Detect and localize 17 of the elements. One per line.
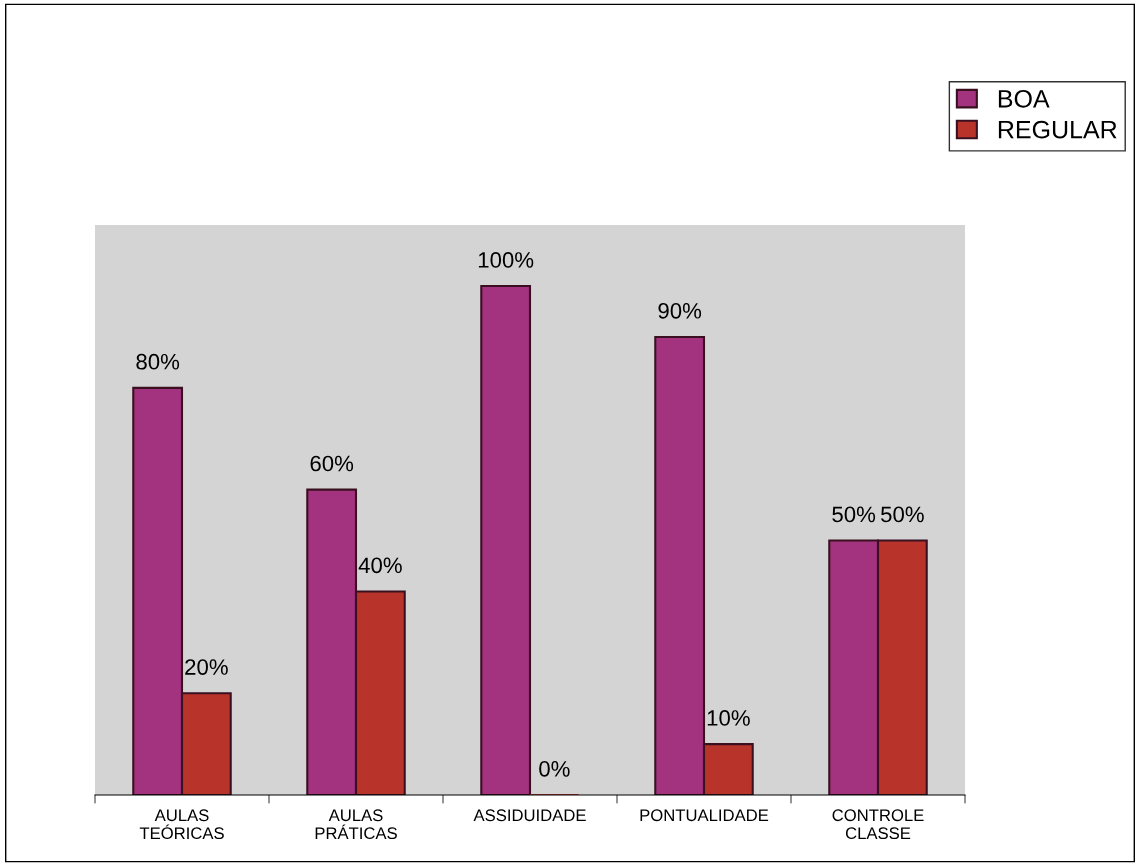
data-label: 40% [358,557,402,574]
data-label: 90% [658,302,702,319]
data-label: 20% [185,659,228,675]
x-tick-label: AULAS PRÁTICAS [315,809,397,840]
x-tick-label: ASSIDUIDADE [473,809,586,822]
legend-label: REGULAR [998,120,1117,139]
data-label: 100% [478,252,534,268]
data-label: 80% [136,353,180,370]
x-tick-label: AULAS TEÓRICAS [139,809,224,840]
x-tick-label: CONTROLE CLASSE [832,809,924,840]
data-label: 60% [310,455,354,472]
data-label: 10% [707,710,750,726]
data-label: 50% [832,506,876,523]
x-tick-label: PONTUALIDADE [640,809,769,822]
data-label: 0% [539,760,570,777]
legend-label: BOA [998,89,1050,108]
data-label: 50% [881,506,924,523]
